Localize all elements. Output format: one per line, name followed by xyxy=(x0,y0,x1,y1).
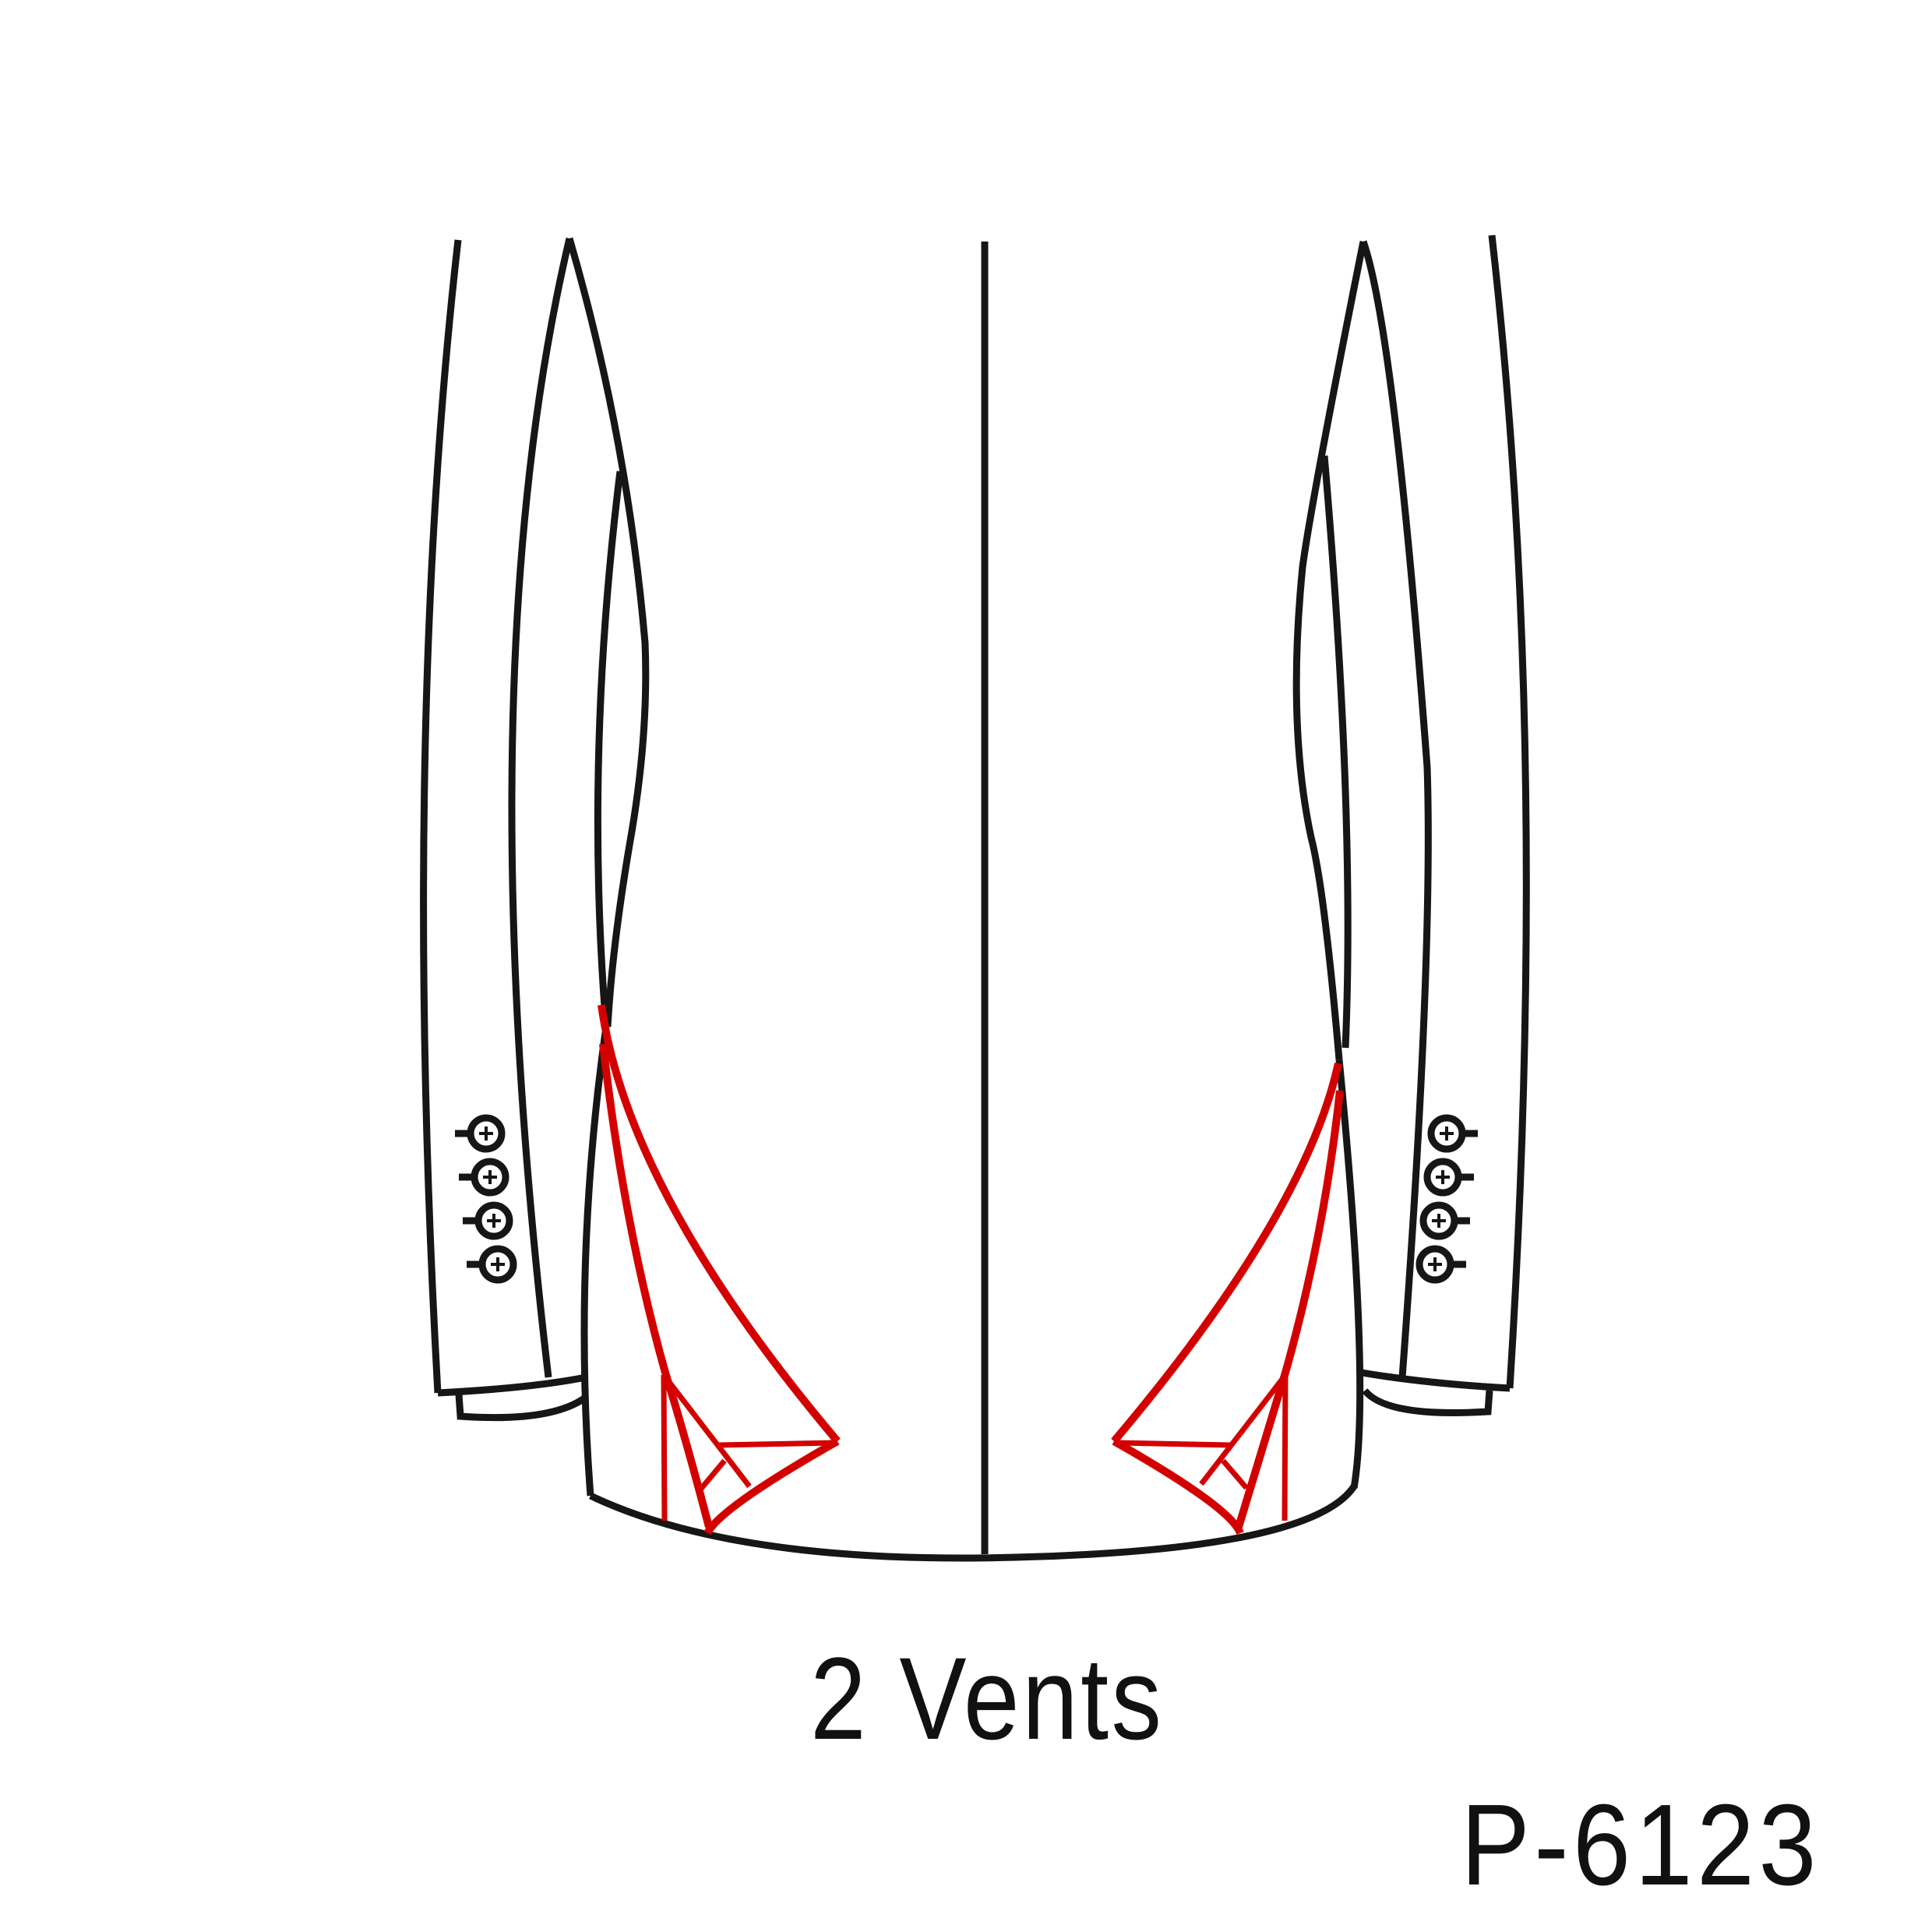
right-cuff-hem xyxy=(1361,1369,1511,1392)
sleeve-button xyxy=(463,1201,513,1240)
right-shirt-cuff xyxy=(1362,1387,1493,1416)
right-side-panel-seam xyxy=(1320,455,1352,1049)
left-vent-stay-line-vertical xyxy=(661,1374,668,1521)
right-vent-pleat-edge xyxy=(1235,1090,1344,1528)
button-thread-cross xyxy=(1432,1214,1446,1228)
right-side-seam xyxy=(1335,1059,1364,1489)
sleeve-button xyxy=(1416,1245,1466,1284)
button-thread-cross xyxy=(479,1126,493,1141)
left-vent-pleat-edge xyxy=(599,1043,713,1528)
button-thread-cross xyxy=(491,1257,505,1271)
right-sleeve-inner-edge xyxy=(1359,240,1432,1378)
right-vent-stay-line-diagonal xyxy=(1199,1373,1288,1486)
right-sleeve-buttons xyxy=(1416,1114,1478,1284)
vent-style-label: 2 Vents xyxy=(810,1633,1165,1764)
left-armhole-curve xyxy=(566,237,650,1028)
product-code: P-6123 xyxy=(1461,1781,1821,1909)
left-vent-stay-line-horizontal xyxy=(717,1440,834,1448)
jacket-hem xyxy=(589,1484,1357,1562)
sleeve-button xyxy=(1423,1158,1474,1197)
right-armhole-curve xyxy=(1292,241,1367,1060)
button-thread-cross xyxy=(483,1170,497,1184)
right-vent-fold-flap xyxy=(1112,1437,1244,1535)
left-vent-fold-flap xyxy=(703,1437,840,1535)
button-thread-cross xyxy=(487,1214,501,1228)
left-side-panel-seam xyxy=(594,471,624,1028)
left-shirt-cuff xyxy=(455,1394,587,1422)
left-vent xyxy=(598,1004,841,1535)
sleeve-button xyxy=(459,1158,509,1197)
jacket-outline xyxy=(420,234,1530,1562)
left-vent-stay-line-short xyxy=(698,1458,727,1492)
right-vent xyxy=(1111,1062,1344,1535)
left-sleeve-buttons xyxy=(455,1114,517,1284)
sleeve-button xyxy=(455,1114,506,1153)
sleeve-button xyxy=(1419,1201,1470,1240)
sleeve-button xyxy=(467,1245,517,1284)
button-thread-cross xyxy=(1440,1126,1454,1141)
left-sleeve-inner-edge xyxy=(508,237,573,1378)
left-side-seam xyxy=(580,1026,610,1497)
right-vent-stay-line-horizontal xyxy=(1117,1440,1232,1448)
left-vent-curve xyxy=(598,1004,841,1444)
right-sleeve-outer-edge xyxy=(1488,234,1530,1389)
right-vent-stay-line-short xyxy=(1221,1458,1249,1490)
left-cuff-hem xyxy=(437,1373,587,1397)
button-thread-cross xyxy=(1436,1170,1450,1184)
button-thread-cross xyxy=(1428,1257,1442,1271)
left-sleeve-outer-edge xyxy=(420,239,462,1394)
right-vent-curve xyxy=(1111,1062,1342,1444)
sleeve-button xyxy=(1427,1114,1478,1153)
left-vent-stay-line-diagonal xyxy=(661,1373,752,1489)
